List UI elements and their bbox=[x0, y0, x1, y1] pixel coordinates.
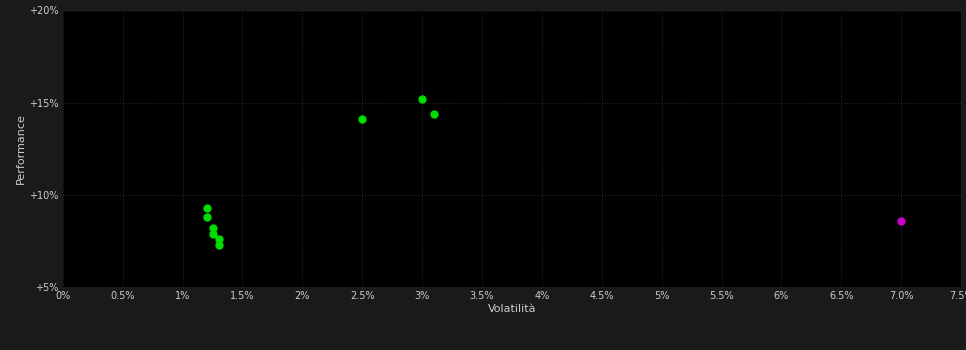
Point bbox=[205, 231, 220, 236]
Point bbox=[211, 236, 226, 242]
Y-axis label: Performance: Performance bbox=[16, 113, 26, 184]
Point bbox=[426, 111, 441, 117]
Point bbox=[199, 205, 214, 211]
Point bbox=[199, 214, 214, 220]
X-axis label: Volatilità: Volatilità bbox=[488, 304, 536, 314]
Point bbox=[894, 218, 909, 223]
Point bbox=[355, 117, 370, 122]
Point bbox=[414, 96, 430, 102]
Point bbox=[211, 242, 226, 247]
Point bbox=[205, 225, 220, 231]
